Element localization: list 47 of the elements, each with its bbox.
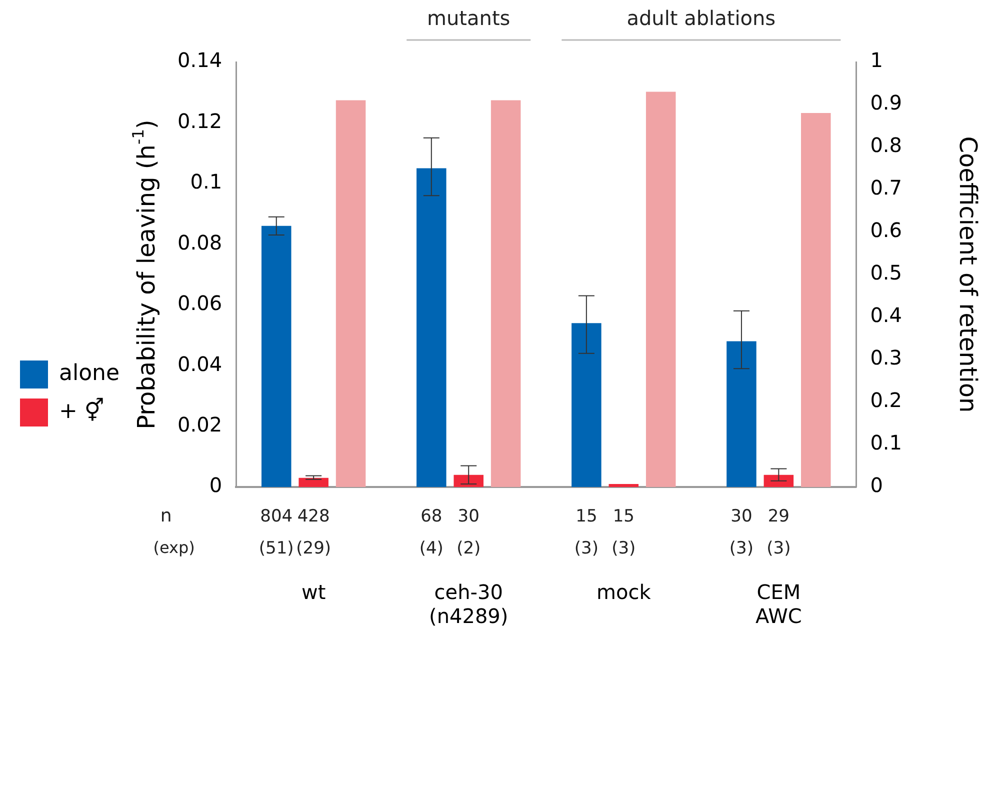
legend-label: + ⚥ [59, 397, 104, 424]
y2-tick-label: 0.4 [870, 303, 902, 328]
y2-tick-label: 1 [870, 48, 883, 72]
bar [298, 478, 328, 487]
y-tick-label: 0.02 [178, 412, 222, 436]
text: 30 (2) [456, 506, 481, 558]
y2-axis-title: Coefficient of retention [954, 136, 982, 413]
y-tick-label: 0.14 [178, 48, 222, 72]
y-tick-label: 0.06 [178, 291, 222, 316]
y2-tick-label: 0.7 [870, 176, 902, 200]
bar [608, 484, 639, 487]
text: 804 (51) [258, 506, 294, 558]
y-tick-label: 0 [209, 473, 222, 498]
y2-tick-label: 0.6 [870, 218, 902, 242]
y2-tick-label: 0.5 [870, 260, 902, 285]
bar [454, 474, 484, 487]
y-tick-label: 0.08 [178, 230, 222, 254]
x-tick-label: ceh-30 (n4289) [429, 580, 508, 628]
x-tick-label: CEM AWC [756, 580, 802, 628]
bar [261, 226, 292, 487]
text: 30 (3) [729, 506, 754, 558]
y2-tick-label: 0.8 [870, 133, 902, 158]
legend-label: alone [59, 361, 120, 386]
y2-tick-label: 0.3 [870, 346, 902, 370]
bar [572, 323, 602, 487]
bar [416, 168, 446, 487]
text: (exp) [153, 538, 195, 558]
y-tick-label: 0.1 [190, 170, 222, 194]
bar [726, 341, 756, 487]
text: 428 (29) [296, 506, 332, 558]
y2-tick-label: 0 [870, 473, 883, 498]
bar [764, 474, 794, 487]
y2-tick-label: 0.9 [870, 90, 902, 115]
x-tick-label: wt [301, 580, 326, 604]
y-tick-label: 0.04 [178, 352, 222, 376]
y2-tick-label: 0.1 [870, 430, 902, 455]
text: 29 (3) [766, 506, 791, 558]
text: 15 (3) [574, 506, 598, 558]
x-tick-label: mock [596, 580, 652, 604]
text: 15 (3) [612, 506, 636, 558]
text: adult ablations [626, 6, 776, 30]
y2-tick-label: 0.2 [870, 388, 902, 412]
text: mutants [427, 6, 510, 30]
text: n [160, 506, 172, 527]
y-tick-label: 0.12 [178, 108, 222, 133]
y-axis-title: Probability of leaving (h-1) [130, 120, 160, 430]
text: 68 (4) [419, 506, 444, 558]
